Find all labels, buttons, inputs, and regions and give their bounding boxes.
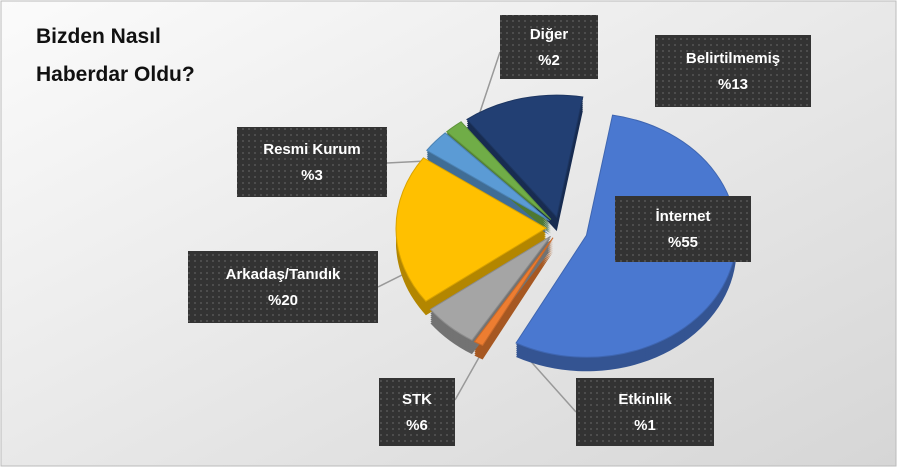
label-box xyxy=(615,196,751,262)
label-name: Belirtilmemiş xyxy=(686,50,780,67)
label-value: %55 xyxy=(668,234,698,251)
chart-title: Bizden Nasıl Haberdar Oldu? xyxy=(36,25,195,86)
label-name: Etkinlik xyxy=(618,391,672,408)
leader-line xyxy=(525,355,577,413)
label-box xyxy=(500,15,598,79)
label-name: STK xyxy=(402,391,432,408)
label-value: %20 xyxy=(268,292,298,309)
slice xyxy=(426,132,550,222)
label-value: %6 xyxy=(406,417,428,434)
label-value: %3 xyxy=(301,167,323,184)
label-value: %2 xyxy=(538,52,560,69)
label-box xyxy=(655,35,811,107)
label-value: %1 xyxy=(634,417,656,434)
label-box xyxy=(188,251,378,323)
label-box xyxy=(576,378,714,446)
label-name: Diğer xyxy=(530,26,569,43)
slice xyxy=(466,94,584,219)
slice xyxy=(429,235,551,341)
slice xyxy=(445,121,552,220)
label-name: Arkadaş/Tanıdık xyxy=(226,266,341,283)
slice xyxy=(395,157,547,302)
label-name: İnternet xyxy=(655,208,710,225)
label-value: %13 xyxy=(718,76,748,93)
label-box xyxy=(379,378,455,446)
label-box xyxy=(237,127,387,197)
slice xyxy=(473,237,554,347)
label-name: Resmi Kurum xyxy=(263,141,361,158)
